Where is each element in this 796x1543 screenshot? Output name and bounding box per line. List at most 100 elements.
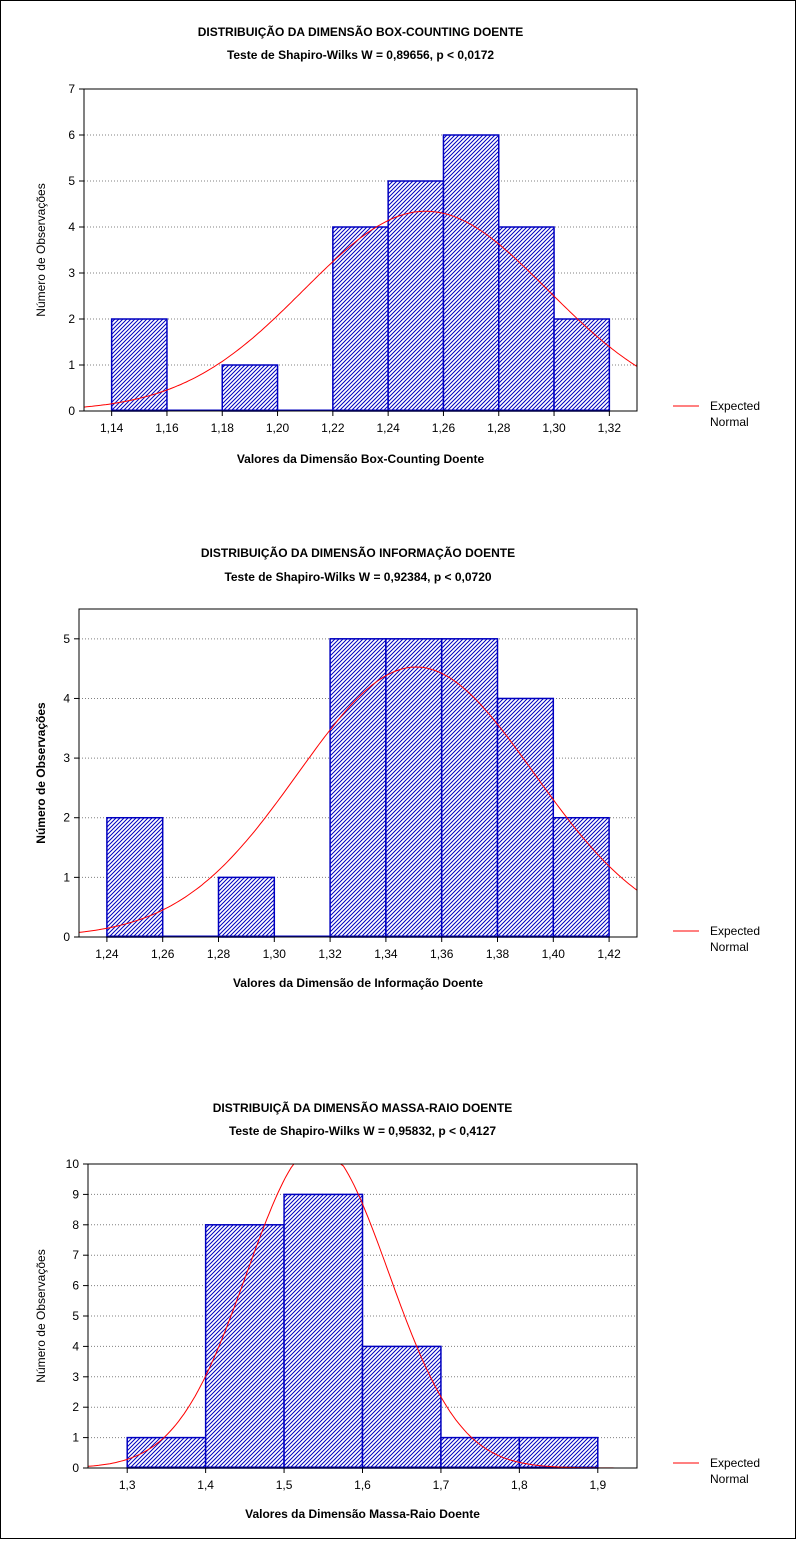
x-tick-label: 1,8	[511, 1478, 528, 1492]
x-tick-label: 1,38	[486, 947, 510, 961]
plot-border	[83, 88, 638, 412]
histogram-bar	[110, 318, 168, 412]
chart-title: DISTRIBUIÇÃO DA DIMENSÃO INFORMAÇÃO DOEN…	[201, 545, 515, 560]
x-tick-label: 1,40	[542, 947, 566, 961]
y-tick-label: 2	[72, 1400, 79, 1414]
y-tick-label: 2	[63, 811, 70, 825]
legend-label-line1: Expected	[710, 924, 760, 938]
y-tick-label: 0	[72, 1461, 79, 1475]
histogram-3: DISTRIBUIÇÃ DA DIMENSÃO MASSA-RAIO DOENT…	[34, 1100, 760, 1521]
x-tick-label: 1,30	[263, 947, 287, 961]
histogram-bar	[329, 638, 387, 938]
y-axis-label: Número de Observações	[34, 183, 48, 316]
chart-subtitle: Teste de Shapiro-Wilks W = 0,95832, p < …	[229, 1124, 496, 1138]
y-tick-label: 1	[72, 1431, 79, 1445]
y-tick-label: 1	[68, 358, 75, 372]
y-tick-label: 3	[68, 266, 75, 280]
legend-label-line2: Normal	[710, 940, 749, 954]
legend-label-line1: Expected	[710, 399, 760, 413]
y-tick-label: 4	[63, 691, 70, 705]
y-tick-label: 4	[72, 1339, 79, 1353]
histogram-bar	[385, 638, 443, 938]
chart-subtitle: Teste de Shapiro-Wilks W = 0,92384, p < …	[224, 570, 491, 584]
x-tick-label: 1,36	[430, 947, 454, 961]
histogram-bar	[553, 318, 611, 412]
legend-label-line1: Expected	[710, 1456, 760, 1470]
histogram-bar	[126, 1436, 207, 1469]
x-tick-label: 1,26	[151, 947, 175, 961]
y-axis-label: Número de Observações	[34, 1249, 48, 1382]
x-tick-label: 1,34	[374, 947, 398, 961]
x-tick-label: 1,32	[318, 947, 342, 961]
plot-border	[78, 608, 638, 938]
chart-title: DISTRIBUIÇÃ DA DIMENSÃO MASSA-RAIO DOENT…	[213, 1100, 513, 1115]
x-tick-label: 1,28	[207, 947, 231, 961]
histogram-bar	[442, 134, 500, 412]
y-tick-label: 0	[68, 404, 75, 418]
histogram-bar	[440, 638, 499, 938]
y-tick-label: 5	[68, 174, 75, 188]
expected-normal-curve	[87, 1163, 637, 1469]
x-tick-label: 1,3	[119, 1478, 136, 1492]
y-tick-label: 5	[72, 1309, 79, 1323]
x-tick-label: 1,5	[276, 1478, 293, 1492]
x-axis-label: Valores da Dimensão Massa-Raio Doente	[245, 1507, 480, 1521]
x-axis-label: Valores da Dimensão de Informação Doente	[233, 976, 483, 990]
y-axis-label: Número de Observações	[34, 702, 48, 844]
x-tick-label: 1,24	[376, 421, 400, 435]
histogram-bar	[518, 1436, 599, 1469]
histogram-bar	[552, 816, 610, 938]
y-tick-label: 8	[72, 1218, 79, 1232]
x-tick-label: 1,7	[433, 1478, 450, 1492]
histogram-bar	[387, 180, 445, 412]
histogram-bar	[106, 816, 164, 938]
x-tick-label: 1,14	[100, 421, 124, 435]
histogram-bar	[283, 1193, 364, 1469]
expected-normal-curve	[83, 210, 638, 408]
x-tick-label: 1,9	[589, 1478, 606, 1492]
legend-label-line2: Normal	[710, 415, 749, 429]
y-tick-label: 10	[66, 1157, 80, 1171]
y-tick-label: 4	[68, 220, 75, 234]
x-tick-label: 1,4	[197, 1478, 214, 1492]
x-tick-label: 1,6	[354, 1478, 371, 1492]
x-tick-label: 1,26	[432, 421, 456, 435]
legend-label-line2: Normal	[710, 1472, 749, 1486]
y-tick-label: 2	[68, 312, 75, 326]
histogram-bar	[496, 697, 555, 938]
y-tick-label: 1	[63, 870, 70, 884]
histogram-bar	[204, 1224, 285, 1469]
histogram-bar	[332, 226, 389, 412]
histogram-1: DISTRIBUIÇÃO DA DIMENSÃO BOX-COUNTING DO…	[34, 24, 760, 466]
y-tick-label: 7	[68, 82, 75, 96]
x-axis-label: Valores da Dimensão Box-Counting Doente	[237, 452, 485, 466]
y-tick-label: 3	[72, 1370, 79, 1384]
x-tick-label: 1,20	[266, 421, 290, 435]
x-tick-label: 1,32	[598, 421, 622, 435]
y-tick-label: 3	[63, 751, 70, 765]
histogram-2: DISTRIBUIÇÃO DA DIMENSÃO INFORMAÇÃO DOEN…	[34, 545, 760, 990]
expected-normal-curve	[78, 666, 638, 933]
x-tick-label: 1,30	[542, 421, 566, 435]
histogram-bar	[440, 1436, 521, 1469]
histogram-bar	[217, 876, 276, 938]
y-tick-label: 6	[72, 1279, 79, 1293]
y-tick-label: 0	[63, 930, 70, 944]
chart-title: DISTRIBUIÇÃO DA DIMENSÃO BOX-COUNTING DO…	[198, 24, 524, 39]
x-tick-label: 1,22	[321, 421, 345, 435]
y-tick-label: 6	[68, 128, 75, 142]
x-tick-label: 1,42	[597, 947, 621, 961]
histogram-bar	[498, 226, 555, 412]
x-tick-label: 1,16	[155, 421, 179, 435]
y-tick-label: 9	[72, 1187, 79, 1201]
y-tick-label: 5	[63, 632, 70, 646]
x-tick-label: 1,18	[211, 421, 235, 435]
histogram-bar	[221, 364, 279, 412]
histogram-bar	[361, 1345, 442, 1469]
y-tick-label: 7	[72, 1248, 79, 1262]
x-tick-label: 1,24	[95, 947, 119, 961]
x-tick-label: 1,28	[487, 421, 511, 435]
chart-subtitle: Teste de Shapiro-Wilks W = 0,89656, p < …	[227, 48, 494, 62]
